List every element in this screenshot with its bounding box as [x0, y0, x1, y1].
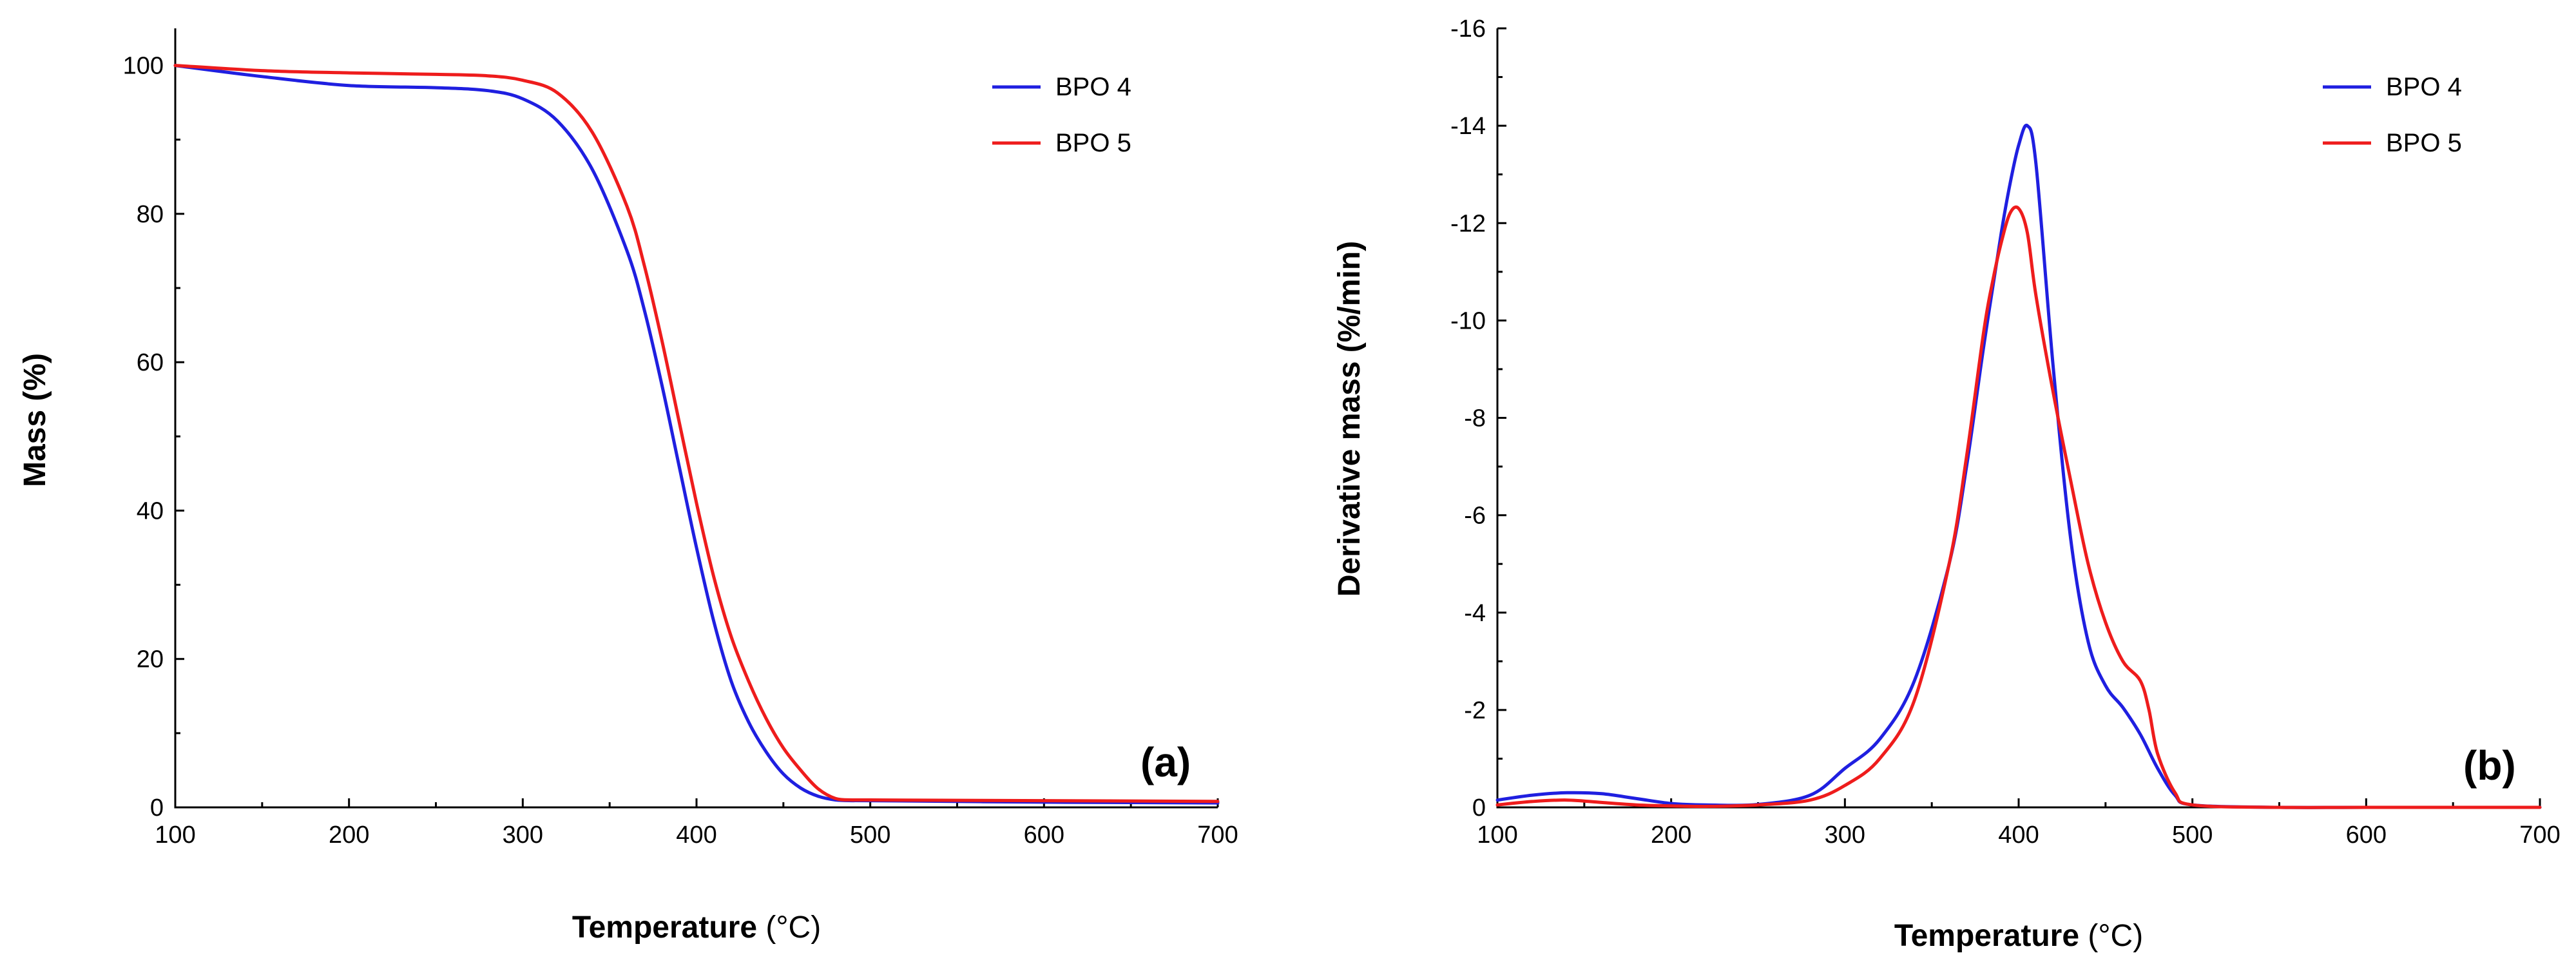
panel-a: 100 200 300 400 500 600 700 0 20 40 60 80 100 BPO 4 … — [18, 28, 1238, 945]
x-tick-label: 100 — [155, 822, 195, 849]
x-tick-label: 500 — [2172, 822, 2213, 849]
panel-b-series — [1495, 123, 2542, 809]
y-tick-label: 80 — [137, 201, 164, 228]
panel-label-b: (b) — [2463, 742, 2516, 789]
panel-a-x-axis-title: Temperature (°C) — [572, 910, 821, 945]
legend-label-bpo5: BPO 5 — [2386, 129, 2462, 157]
panel-a-legend: BPO 4 BPO 5 — [992, 73, 1131, 157]
y-tick-label: -8 — [1464, 405, 1486, 432]
panel-a-x-axis-title-space — [757, 910, 765, 945]
panel-b-y-axis-title-text: Derivative mass (%/min) — [1332, 241, 1367, 597]
x-tick-label: 400 — [676, 822, 716, 849]
x-tick-label: 700 — [1197, 822, 1238, 849]
y-tick-label: -4 — [1464, 600, 1486, 627]
x-tick-label: 500 — [850, 822, 890, 849]
y-tick-label: -6 — [1464, 503, 1486, 530]
y-tick-label: -16 — [1450, 15, 1486, 43]
legend-label-bpo4: BPO 4 — [2386, 73, 2462, 101]
panel-b: 100 200 300 400 500 600 700 0 -2 -4 -6 -8 -10 -12 -14 -… — [1332, 15, 2561, 953]
x-tick-label: 600 — [2346, 822, 2387, 849]
y-tick-label: 0 — [150, 794, 164, 822]
panel-a-x-axis-title-text: Temperature — [572, 910, 757, 945]
series-line-bpo4 — [173, 64, 1220, 805]
panel-b-ticks: 100 200 300 400 500 600 700 0 -2 -4 -6 -8 -10 -12 -14 -… — [1450, 15, 2561, 849]
y-tick-label: 0 — [1472, 794, 1486, 822]
x-tick-label: 400 — [1998, 822, 2039, 849]
panel-b-x-axis-title-space — [2079, 919, 2088, 953]
series-line-bpo5 — [173, 64, 1220, 803]
panel-a-y-axis-title-text: Mass (%) — [18, 353, 52, 487]
y-tick-label: -12 — [1450, 210, 1486, 237]
x-tick-label: 300 — [1825, 822, 1865, 849]
y-tick-label: 40 — [137, 497, 164, 524]
y-tick-label: 60 — [137, 349, 164, 376]
legend-label-bpo4: BPO 4 — [1055, 73, 1131, 101]
y-tick-label: 20 — [137, 646, 164, 673]
panel-b-x-axis-unit: (°C) — [2088, 919, 2143, 953]
panel-a-series — [173, 64, 1220, 805]
panel-label-a: (a) — [1140, 739, 1191, 785]
panel-b-legend: BPO 4 BPO 5 — [2323, 73, 2462, 157]
panel-a-ticks: 100 200 300 400 500 600 700 0 20 40 60 80 100 — [123, 53, 1238, 849]
y-tick-label: -2 — [1464, 697, 1486, 724]
panel-b-x-axis-title-text: Temperature — [1894, 919, 2079, 953]
x-tick-label: 600 — [1024, 822, 1064, 849]
legend-label-bpo5: BPO 5 — [1055, 129, 1131, 157]
series-line-bpo5 — [1495, 205, 2542, 809]
x-tick-label: 200 — [1651, 822, 1691, 849]
series-line-bpo4 — [1495, 123, 2542, 809]
x-tick-label: 300 — [503, 822, 543, 849]
y-tick-label: 100 — [123, 53, 164, 80]
y-tick-label: -14 — [1450, 113, 1486, 140]
panel-a-y-axis-title: Mass (%) — [18, 353, 52, 487]
panel-a-x-axis-unit: (°C) — [765, 910, 821, 945]
x-tick-label: 100 — [1477, 822, 1517, 849]
panel-b-y-axis-title: Derivative mass (%/min) — [1332, 241, 1367, 597]
y-tick-label: -10 — [1450, 307, 1486, 334]
x-tick-label: 200 — [329, 822, 369, 849]
x-tick-label: 700 — [2519, 822, 2560, 849]
panel-b-x-axis-title: Temperature (°C) — [1894, 919, 2143, 953]
